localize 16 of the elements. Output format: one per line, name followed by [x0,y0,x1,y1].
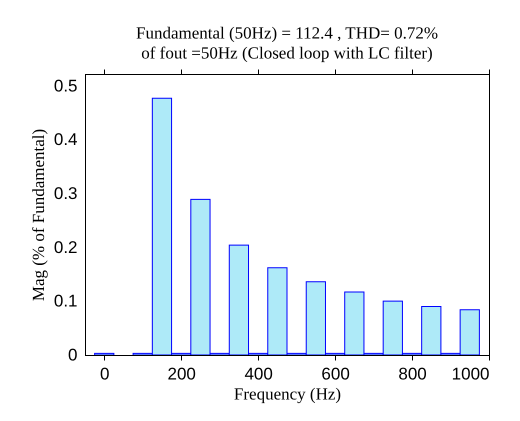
x-tick-label: 0 [100,364,110,384]
y-tick-label: 0.3 [54,184,78,204]
x-tick-label: 1000 [452,364,490,384]
y-tick-label: 0 [68,346,78,364]
x-tick-label: 200 [168,364,196,384]
y-tick-label: 0.5 [54,76,78,96]
y-tick-label: 0.1 [54,292,78,311]
x-tick-label: 400 [244,364,273,384]
x-tick-label: 600 [321,364,350,384]
x-axis-title: Frequency (Hz) [234,384,342,404]
y-axis-title: Mag (% of Fundamental) [28,128,48,302]
chart-subtitle: of fout =50Hz (Closed loop with LC filter) [141,44,433,62]
x-tick-label: 800 [398,364,427,384]
chart-title: Fundamental (50Hz) = 112.4 , THD= 0.72% [136,24,438,42]
y-tick-label: 0.4 [54,130,78,150]
y-tick-label: 0.2 [54,238,78,257]
